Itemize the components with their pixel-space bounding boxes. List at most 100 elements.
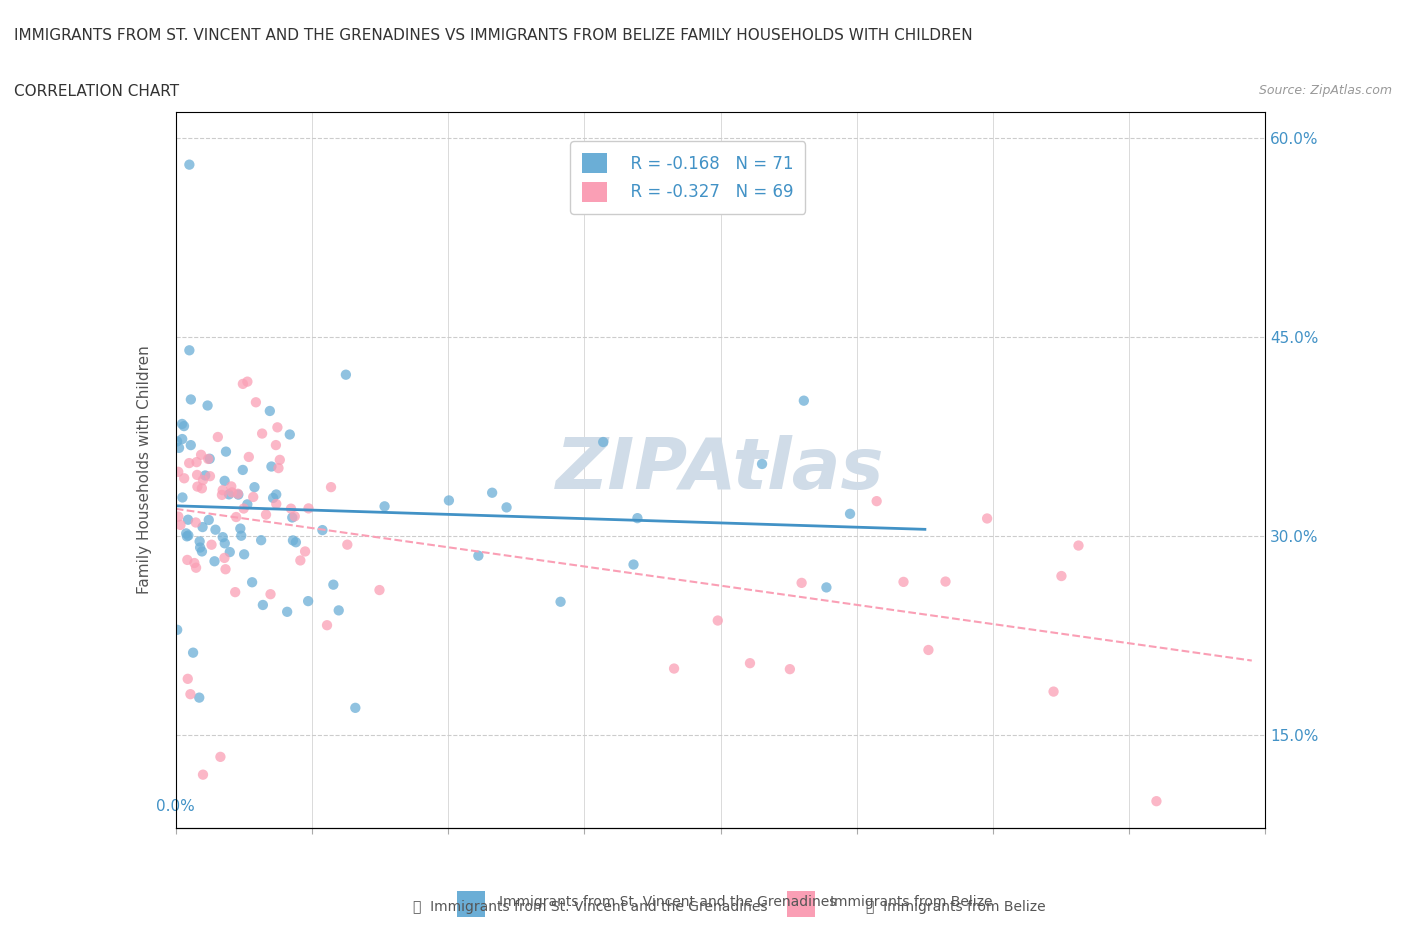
- Point: [322, 578, 344, 592]
- Point: [225, 510, 247, 525]
- Point: [191, 472, 214, 487]
- Point: [374, 498, 396, 513]
- Point: [218, 545, 240, 560]
- Point: [232, 377, 254, 392]
- Point: [183, 555, 205, 570]
- Point: [215, 445, 238, 459]
- Point: [172, 432, 194, 446]
- Point: [276, 604, 298, 619]
- Point: [167, 441, 190, 456]
- Point: [280, 501, 302, 516]
- Point: [231, 528, 253, 543]
- Point: [167, 509, 190, 524]
- Point: [190, 447, 212, 462]
- Point: [177, 671, 200, 686]
- Point: [437, 493, 460, 508]
- Point: [264, 438, 287, 453]
- Text: 🔵  Immigrants from St. Vincent and the Grenadines: 🔵 Immigrants from St. Vincent and the Gr…: [413, 899, 768, 914]
- Point: [188, 540, 211, 555]
- Text: Source: ZipAtlas.com: Source: ZipAtlas.com: [1258, 84, 1392, 97]
- Text: ZIPAtlas: ZIPAtlas: [557, 435, 884, 504]
- Point: [1042, 684, 1064, 699]
- Point: [481, 485, 503, 500]
- Point: [592, 434, 614, 449]
- Point: [191, 481, 214, 496]
- Point: [167, 464, 190, 479]
- Text: Immigrants from St. Vincent and the Grenadines: Immigrants from St. Vincent and the Gren…: [499, 895, 837, 910]
- Point: [214, 473, 236, 488]
- Point: [181, 645, 204, 660]
- Text: CORRELATION CHART: CORRELATION CHART: [14, 84, 179, 99]
- Point: [662, 661, 685, 676]
- Point: [278, 427, 301, 442]
- Point: [188, 534, 211, 549]
- Point: [194, 468, 217, 483]
- Point: [221, 485, 243, 499]
- Y-axis label: Family Households with Children: Family Households with Children: [138, 345, 152, 594]
- Point: [218, 487, 240, 502]
- Point: [197, 512, 219, 527]
- Point: [934, 574, 956, 589]
- Text: 0.0%: 0.0%: [156, 799, 195, 814]
- Point: [198, 469, 221, 484]
- Point: [180, 392, 202, 407]
- Point: [173, 471, 195, 485]
- Point: [200, 538, 222, 552]
- Point: [176, 552, 198, 567]
- Point: [281, 510, 304, 525]
- Point: [179, 343, 201, 358]
- Point: [232, 462, 254, 477]
- Point: [626, 511, 648, 525]
- Point: [238, 449, 260, 464]
- Point: [186, 479, 208, 494]
- Legend:   R = -0.168   N = 71,   R = -0.327   N = 69: R = -0.168 N = 71, R = -0.327 N = 69: [571, 141, 806, 214]
- Point: [242, 489, 264, 504]
- Point: [297, 501, 319, 516]
- Point: [188, 690, 211, 705]
- Point: [264, 497, 287, 512]
- Point: [259, 404, 281, 418]
- Point: [254, 507, 277, 522]
- Point: [176, 529, 198, 544]
- Point: [284, 535, 307, 550]
- Point: [204, 554, 226, 569]
- Point: [166, 434, 188, 449]
- Text: 🔴  Immigrants from Belize: 🔴 Immigrants from Belize: [866, 899, 1046, 914]
- Point: [319, 480, 342, 495]
- Point: [214, 536, 236, 551]
- Point: [328, 603, 350, 618]
- Point: [211, 483, 233, 498]
- Text: Immigrants from Belize: Immigrants from Belize: [830, 895, 993, 910]
- Point: [893, 575, 915, 590]
- Point: [294, 544, 316, 559]
- Point: [172, 490, 194, 505]
- Point: [839, 506, 862, 521]
- Point: [224, 585, 246, 600]
- Point: [236, 497, 259, 512]
- Point: [191, 520, 214, 535]
- Point: [184, 560, 207, 575]
- Point: [262, 490, 284, 505]
- Point: [207, 430, 229, 445]
- Point: [623, 557, 645, 572]
- Point: [177, 512, 200, 527]
- Point: [219, 479, 242, 494]
- Point: [177, 528, 200, 543]
- Point: [368, 582, 391, 597]
- Point: [191, 767, 214, 782]
- Point: [866, 494, 889, 509]
- Point: [198, 451, 221, 466]
- Point: [214, 562, 236, 577]
- Point: [297, 593, 319, 608]
- Point: [738, 656, 761, 671]
- Text: IMMIGRANTS FROM ST. VINCENT AND THE GRENADINES VS IMMIGRANTS FROM BELIZE FAMILY : IMMIGRANTS FROM ST. VINCENT AND THE GREN…: [14, 28, 973, 43]
- Point: [793, 393, 815, 408]
- Point: [250, 533, 273, 548]
- Point: [186, 468, 208, 483]
- Point: [179, 686, 201, 701]
- Point: [166, 622, 188, 637]
- Point: [211, 487, 233, 502]
- FancyBboxPatch shape: [457, 891, 485, 917]
- Point: [209, 750, 232, 764]
- Point: [229, 521, 252, 536]
